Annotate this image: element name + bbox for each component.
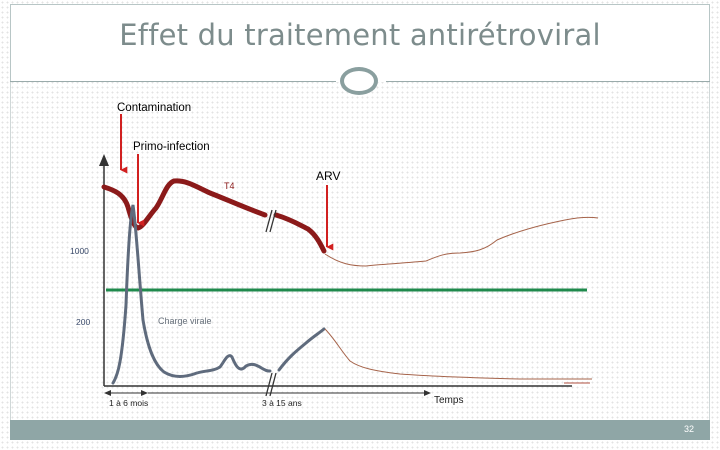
t4-axis-break-mark-2 (269, 209, 277, 233)
slide-footer: 32 (10, 420, 710, 440)
frame-right-border (709, 82, 710, 420)
frame-left-border (10, 82, 11, 420)
x-period-label-1: 1 à 6 mois (109, 398, 148, 408)
slide-title: Effet du traitement antirétroviral (119, 18, 601, 52)
series-t4-after-arv (324, 216, 599, 267)
header-divider-right (386, 81, 710, 82)
annotation-arv: ARV (316, 169, 340, 183)
series-label-t4: T4 (224, 181, 235, 191)
series-t4-line (101, 178, 268, 231)
period-arrow-1-left-head (104, 390, 111, 396)
annotation-primo-infection: Primo-infection (133, 141, 210, 153)
y-tick-label-200: 200 (76, 317, 90, 327)
page-number: 32 (683, 424, 694, 434)
period-arrow-2-head (424, 390, 431, 396)
x-axis-label: Temps (434, 395, 463, 406)
x-period-label-2: 3 à 15 ans (262, 398, 302, 408)
series-t4-line-segment-2 (273, 212, 327, 254)
series-label-viral-load: Charge virale (158, 316, 212, 326)
x-axis-break-mark-2 (269, 372, 277, 397)
period-arrow-1-right-head (141, 390, 148, 396)
series-viral-load-line (111, 204, 272, 385)
y-axis-arrowhead (99, 154, 109, 166)
annotation-contamination: Contamination (117, 102, 191, 114)
ring-ornament-icon (340, 67, 378, 95)
header-divider-left (10, 81, 336, 82)
t4-axis-break-mark-1 (265, 209, 273, 233)
y-tick-label-1000: 1000 (70, 246, 89, 256)
series-viral-load-after-arv (324, 328, 592, 380)
series-viral-load-line-segment-2 (277, 327, 326, 372)
x-axis-break-mark-1 (265, 372, 273, 397)
